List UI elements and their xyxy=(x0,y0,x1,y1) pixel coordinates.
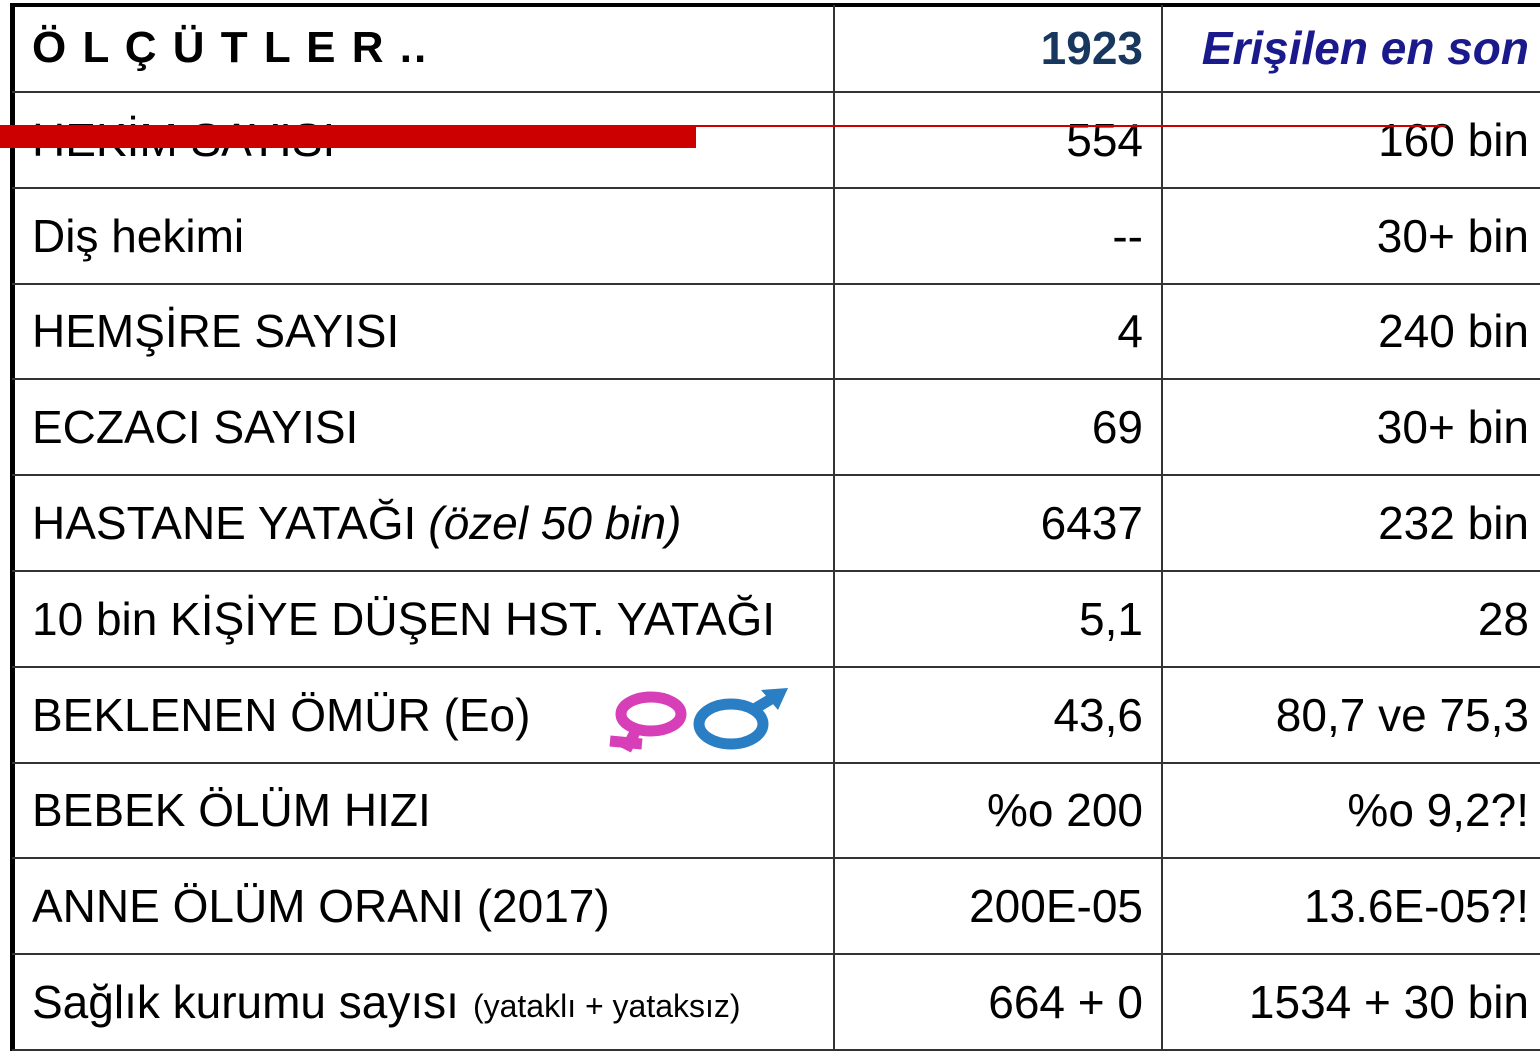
label-cell: Diş hekimi xyxy=(12,188,835,285)
value-latest: 160 bin xyxy=(1378,113,1529,166)
header-cell: Ö L Ç Ü T L E R .. xyxy=(12,5,835,93)
row-label: BEBEK ÖLÜM HIZI xyxy=(32,784,431,837)
label-cell: HASTANE YATAĞI (özel 50 bin) xyxy=(12,476,835,572)
value-cell: -- xyxy=(835,188,1163,285)
value-latest: 30+ bin xyxy=(1376,401,1529,454)
value-cell: %o 9,2?! xyxy=(1163,764,1540,860)
label-cell: ECZACI SAYISI xyxy=(12,380,835,477)
value-1923: 43,6 xyxy=(1053,688,1143,741)
value-1923: 554 xyxy=(1066,113,1143,166)
value-cell: 28 xyxy=(1163,572,1540,668)
female-symbol xyxy=(609,691,687,753)
value-cell: 43,6 xyxy=(835,667,1163,764)
value-cell: 240 bin xyxy=(1163,285,1540,381)
label-cell: ANNE ÖLÜM ORANI (2017) xyxy=(12,859,835,956)
row-label: 10 bin KİŞİYE DÜŞEN HST. YATAĞI xyxy=(32,592,776,645)
value-1923: 69 xyxy=(1091,401,1143,454)
value-latest: 80,7 ve 75,3 xyxy=(1275,688,1529,741)
value-1923: 664 + 0 xyxy=(988,976,1143,1029)
row-note: (özel 50 bin) xyxy=(428,497,682,550)
left-border xyxy=(10,3,15,1051)
value-1923: 200E-05 xyxy=(969,880,1143,933)
value-latest: 1534 + 30 bin xyxy=(1248,976,1529,1029)
value-latest: %o 9,2?! xyxy=(1347,784,1529,837)
row-label: HASTANE YATAĞI xyxy=(32,497,417,550)
red-bar xyxy=(0,125,696,148)
red-line xyxy=(696,125,1446,127)
row-label: ANNE ÖLÜM ORANI (2017) xyxy=(32,880,610,933)
value-1923: 5,1 xyxy=(1079,592,1143,645)
value-cell: %o 200 xyxy=(835,763,1163,860)
header-text: Ö L Ç Ü T L E R .. xyxy=(32,23,429,72)
row-label: BEKLENEN ÖMÜR (Eo) xyxy=(32,688,531,741)
value-latest: 13.6E-05?! xyxy=(1303,880,1529,933)
row-label: HEMŞİRE SAYISI xyxy=(32,305,400,358)
header-cell: Erişilen en son xyxy=(1163,5,1540,93)
header-cell: 1923 xyxy=(835,5,1163,93)
value-latest: 30+ bin xyxy=(1376,209,1529,262)
value-1923: 6437 xyxy=(1040,497,1143,550)
value-latest: 240 bin xyxy=(1378,305,1529,358)
value-cell: 1534 + 30 bin xyxy=(1163,955,1540,1051)
label-cell: 10 bin KİŞİYE DÜŞEN HST. YATAĞI xyxy=(12,572,835,668)
row-small-note: (yataklı + yataksız) xyxy=(472,987,741,1024)
label-cell: BEBEK ÖLÜM HIZI xyxy=(12,763,835,860)
value-1923: 4 xyxy=(1117,305,1143,358)
value-cell: 30+ bin xyxy=(1163,189,1540,285)
value-cell: 4 xyxy=(835,284,1163,381)
value-cell: 13.6E-05?! xyxy=(1163,859,1540,956)
label-cell: HEMŞİRE SAYISI xyxy=(12,284,835,381)
value-cell: 30+ bin xyxy=(1163,380,1540,477)
gender-icon xyxy=(609,688,788,753)
value-cell: 6437 xyxy=(835,476,1163,572)
value-cell: 664 + 0 xyxy=(835,955,1163,1051)
header-text: 1923 xyxy=(1040,22,1143,74)
header-text: Erişilen en son xyxy=(1201,22,1529,74)
value-1923: %o 200 xyxy=(986,784,1143,837)
male-symbol xyxy=(693,691,779,750)
value-cell: 554 xyxy=(835,93,1163,189)
row-label: ECZACI SAYISI xyxy=(32,401,359,454)
value-cell: 80,7 ve 75,3 xyxy=(1163,668,1540,764)
value-cell: 5,1 xyxy=(835,572,1163,668)
value-cell: 200E-05 xyxy=(835,859,1163,956)
value-latest: 232 bin xyxy=(1378,497,1529,550)
value-cell: 160 bin xyxy=(1163,93,1540,189)
label-cell: Sağlık kurumu sayısı (yataklı + yataksız) xyxy=(12,955,835,1051)
value-1923: -- xyxy=(1112,209,1143,262)
top-border xyxy=(10,3,1540,7)
value-cell: 69 xyxy=(835,380,1163,477)
value-cell: 232 bin xyxy=(1163,476,1540,572)
label-cell: BEKLENEN ÖMÜR (Eo) xyxy=(12,667,835,764)
row-label: Sağlık kurumu sayısı xyxy=(32,976,459,1029)
row-label: Diş hekimi xyxy=(32,209,245,262)
male-arrow xyxy=(761,688,788,710)
value-latest: 28 xyxy=(1477,592,1529,645)
